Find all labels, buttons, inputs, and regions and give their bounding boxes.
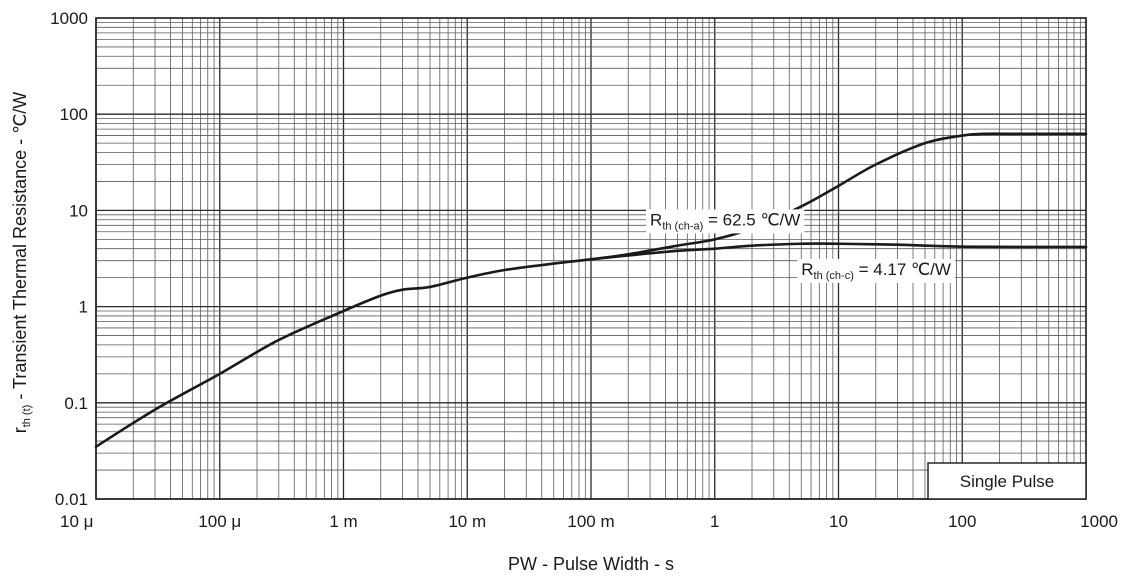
annotation-ch-c-background <box>797 258 955 283</box>
y-axis-title-sub: th (t) <box>21 405 33 428</box>
single-pulse-label: Single Pulse <box>960 472 1055 491</box>
x-tick-label: 100 <box>948 512 976 531</box>
x-tick-label: 10 m <box>448 512 486 531</box>
y-axis-title-rest: - Transient Thermal Resistance - ℃/W <box>10 92 30 405</box>
annotation-ch-c-main: R <box>801 260 813 279</box>
annotation-ch-c-sub: th (ch-c) <box>814 270 854 282</box>
y-tick-label: 0.1 <box>64 394 88 413</box>
annotation-ch-c-rest: = 4.17 ℃/W <box>854 260 951 279</box>
single-pulse-box: Single Pulse <box>927 462 1087 500</box>
plot-frame <box>95 17 1087 500</box>
annotation-ch-a-main: R <box>650 210 662 229</box>
annotation-ch-a-rest: = 62.5 ℃/W <box>703 210 800 229</box>
x-tick-label: 1 <box>710 512 719 531</box>
y-tick-label: 1 <box>79 298 88 317</box>
x-tick-label: 10 <box>829 512 848 531</box>
annotation-ch-a: Rth (ch-a) = 62.5 ℃/W <box>646 209 805 234</box>
y-tick-label: 0.01 <box>55 490 88 509</box>
annotation-ch-c-text: Rth (ch-c) = 4.17 ℃/W <box>801 260 951 282</box>
y-axis-title: rth (t) - Transient Thermal Resistance -… <box>10 92 33 434</box>
y-tick-label: 10 <box>69 201 88 220</box>
annotation-ch-c: Rth (ch-c) = 4.17 ℃/W <box>797 258 955 283</box>
annotation-ch-a-background <box>646 209 805 234</box>
y-tick-labels: 0.01 0.1 1 10 100 1000 <box>50 9 88 509</box>
series-line-ch-c <box>589 242 1088 261</box>
x-axis-title: PW - Pulse Width - s <box>508 554 674 574</box>
x-tick-label: 100 m <box>567 512 614 531</box>
annotation-ch-a-text: Rth (ch-a) = 62.5 ℃/W <box>650 210 800 232</box>
single-pulse-box-frame <box>927 462 1087 500</box>
y-axis-title-main: r <box>10 427 30 433</box>
x-tick-label: 10 μ <box>60 512 93 531</box>
y-tick-label: 1000 <box>50 9 88 28</box>
x-tick-label: 100 μ <box>198 512 241 531</box>
x-tick-label: 1 m <box>329 512 357 531</box>
annotation-ch-a-sub: th (ch-a) <box>662 220 703 232</box>
y-tick-label: 100 <box>60 105 88 124</box>
x-tick-labels: 10 μ 100 μ 1 m 10 m 100 m 1 10 100 1000 <box>60 512 1118 531</box>
x-tick-label: 1000 <box>1080 512 1118 531</box>
curves <box>94 132 1088 448</box>
